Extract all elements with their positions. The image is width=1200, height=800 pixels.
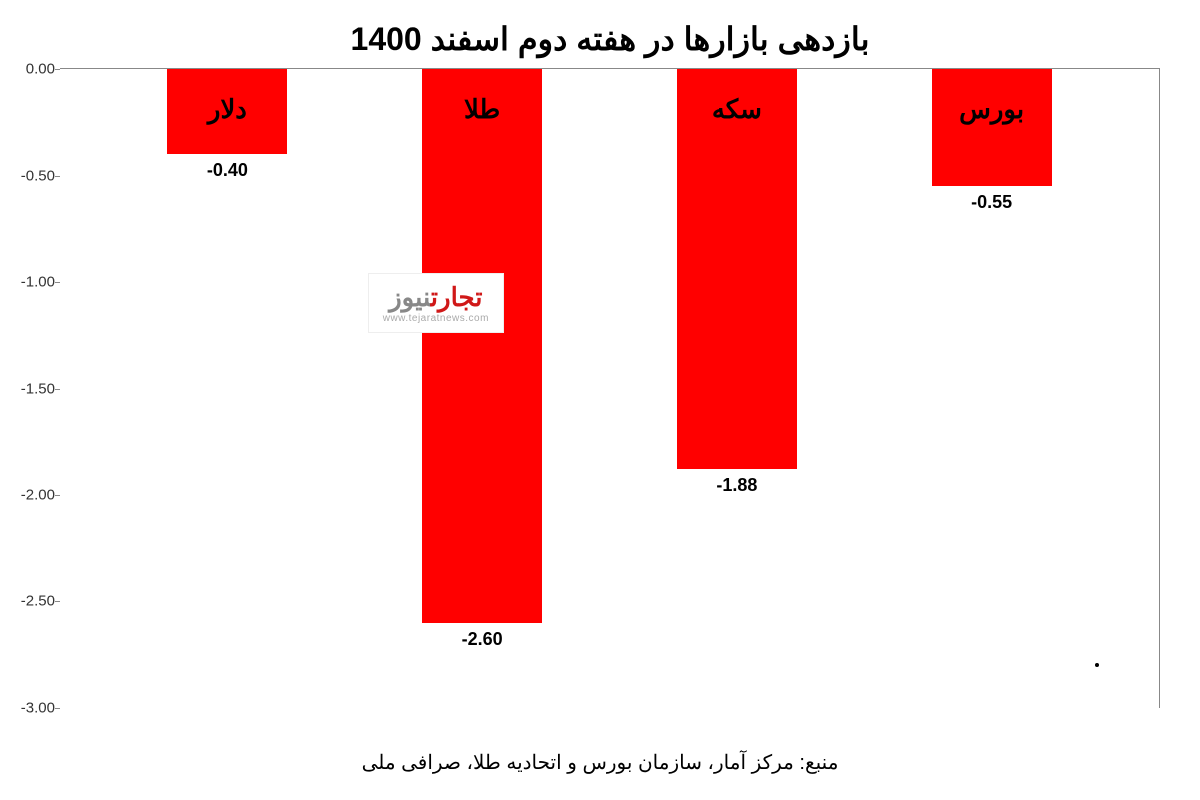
- chart-container: بازدهی بازارها در هفته دوم اسفند 1400 0.…: [60, 20, 1160, 740]
- y-tick-mark: [55, 708, 60, 709]
- y-tick-label: -2.00: [5, 487, 55, 504]
- bars-container: دلار-0.40طلا-2.60سکه-1.88بورس-0.55: [60, 69, 1159, 708]
- y-axis: 0.00-0.50-1.00-1.50-2.00-2.50-3.00: [5, 69, 55, 708]
- chart-title: بازدهی بازارها در هفته دوم اسفند 1400: [60, 20, 1160, 58]
- bar-group: دلار-0.40: [167, 69, 287, 708]
- y-tick-label: -2.50: [5, 593, 55, 610]
- bar-group: بورس-0.55: [932, 69, 1052, 708]
- watermark-url: www.tejaratnews.com: [383, 313, 489, 324]
- y-tick-label: -1.00: [5, 273, 55, 290]
- bar: [422, 69, 542, 623]
- bar-category-label: طلا: [422, 94, 542, 125]
- bar-category-label: سکه: [677, 94, 797, 125]
- bar-category-label: بورس: [932, 94, 1052, 125]
- watermark-logo: تجارتنیوز www.tejaratnews.com: [368, 273, 504, 333]
- bar-value-label: -0.40: [155, 160, 299, 181]
- y-tick-label: -1.50: [5, 380, 55, 397]
- bar: [932, 69, 1052, 186]
- bar-value-label: -2.60: [410, 629, 554, 650]
- source-text: منبع: مرکز آمار، سازمان بورس و اتحادیه ط…: [0, 750, 1200, 775]
- bar-value-label: -1.88: [665, 475, 809, 496]
- bar-group: سکه-1.88: [677, 69, 797, 708]
- y-tick-label: -0.50: [5, 167, 55, 184]
- y-tick-label: -3.00: [5, 700, 55, 717]
- plot-area: 0.00-0.50-1.00-1.50-2.00-2.50-3.00 دلار-…: [60, 68, 1160, 708]
- bar: [677, 69, 797, 469]
- y-tick-label: 0.00: [5, 61, 55, 78]
- bar-value-label: -0.55: [920, 192, 1064, 213]
- watermark-text: تجارتنیوز: [383, 282, 489, 313]
- bar-category-label: دلار: [167, 94, 287, 125]
- bar-group: طلا-2.60: [422, 69, 542, 708]
